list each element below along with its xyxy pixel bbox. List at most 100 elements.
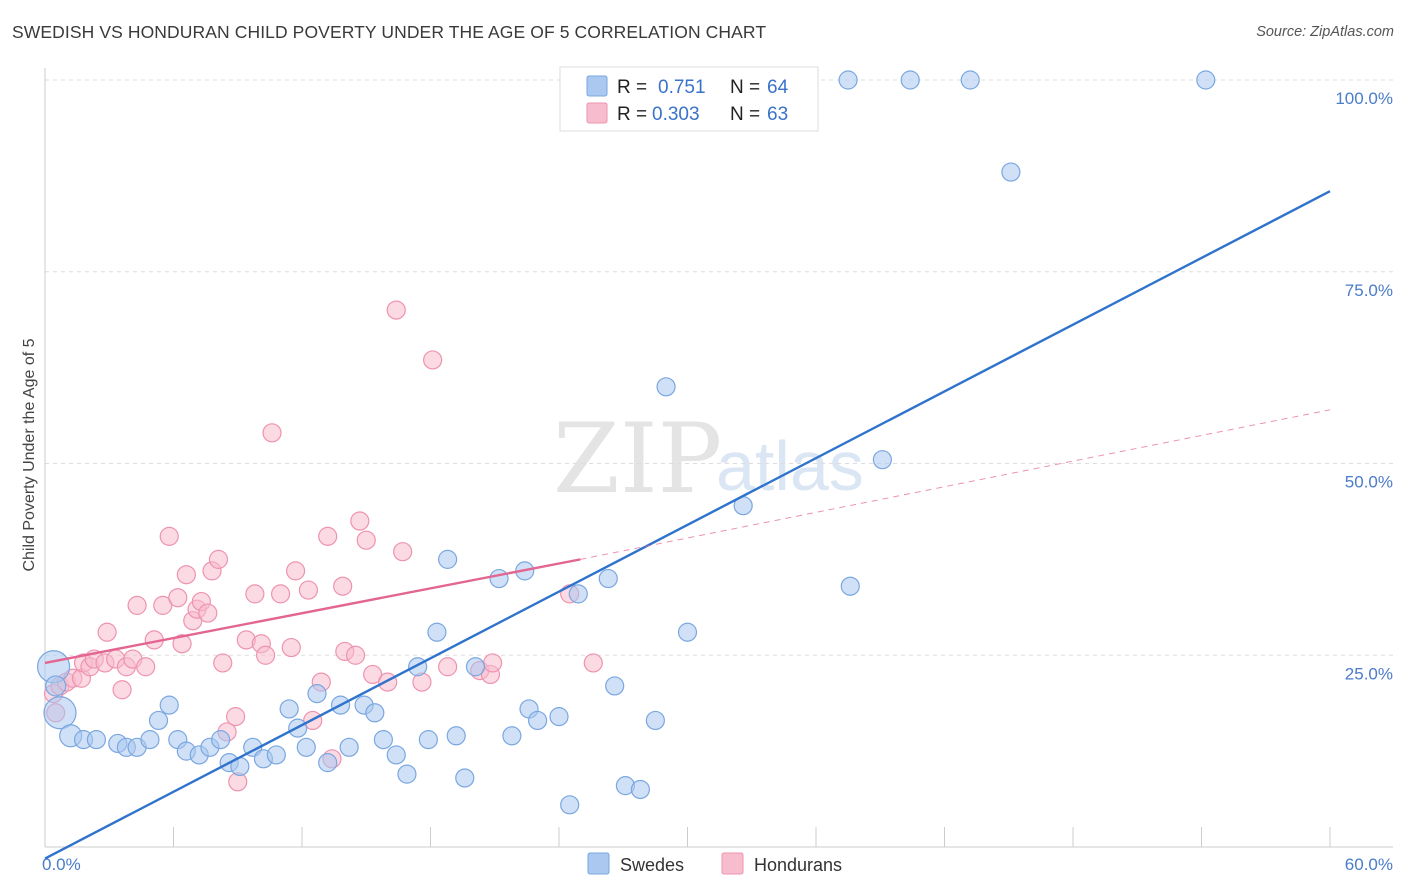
swedes-point-37 <box>438 549 458 569</box>
swedes-point-55 <box>677 622 698 642</box>
hondurans-point-31 <box>226 707 246 727</box>
swedes-point-53 <box>645 710 665 731</box>
hondurans-point-10 <box>97 622 117 642</box>
swedes-point-42 <box>502 726 522 746</box>
swedes-point-57 <box>840 576 860 596</box>
hondurans-point-29 <box>213 653 233 673</box>
hondurans-point-21 <box>172 634 192 654</box>
hondurans-point-51 <box>363 664 383 685</box>
watermark-atlas: atlas <box>716 427 864 505</box>
swedes-point-58 <box>872 450 892 470</box>
swedes-point-54 <box>656 377 676 397</box>
hondurans-point-36 <box>255 645 276 665</box>
swedes-point-41 <box>489 568 509 589</box>
y-tick-label-3: 100.0% <box>1335 89 1393 108</box>
gridlines <box>45 79 1393 656</box>
hondurans-point-15 <box>127 595 147 615</box>
swedes-point-21 <box>266 745 286 765</box>
swedes-point-50 <box>605 676 625 696</box>
legend-swedes-r-label: R = <box>617 77 647 98</box>
swedes-points <box>36 70 1216 815</box>
watermark-zip: ZIP <box>553 403 722 515</box>
legend-swedes-n-label: N = <box>730 77 760 98</box>
hondurans-point-16 <box>136 657 156 677</box>
hondurans-point-46 <box>333 576 353 596</box>
hondurans-point-48 <box>345 645 366 665</box>
swedes-point-62 <box>1001 162 1021 182</box>
y-tick-labels: 25.0% 50.0% 75.0% 100.0% <box>1335 89 1393 683</box>
hondurans-point-49 <box>350 511 370 531</box>
hondurans-point-34 <box>245 584 265 604</box>
hondurans-point-12 <box>112 680 132 700</box>
swedes-point-30 <box>365 703 385 723</box>
swedes-point-28 <box>339 737 359 757</box>
swedes-point-24 <box>296 737 316 757</box>
swedes-point-61 <box>960 70 980 90</box>
hondurans-point-60 <box>483 653 503 673</box>
legend-swedes-n-value: 64 <box>767 77 789 98</box>
bottom-legend-swatch-swedes <box>587 852 610 875</box>
hondurans-point-53 <box>386 300 406 320</box>
swedes-point-9 <box>140 730 160 750</box>
y-tick-label-0: 25.0% <box>1345 664 1393 683</box>
hondurans-point-52 <box>378 672 398 692</box>
hondurans-point-40 <box>285 561 306 581</box>
legend-swatch-hondurans <box>586 102 608 124</box>
swedes-trend-line <box>44 190 1331 860</box>
x-tick-label-1: 60.0% <box>1345 855 1393 874</box>
source-label: Source: ZipAtlas.com <box>1256 24 1394 40</box>
swedes-point-2 <box>45 675 67 697</box>
y-tick-label-2: 75.0% <box>1345 281 1393 300</box>
legend-swatch-swedes <box>586 75 608 97</box>
legend: R = 0.751 N = 64 R = 0.303 N = 63 <box>559 66 819 132</box>
hondurans-point-39 <box>281 637 301 658</box>
x-tick-label-0: 0.0% <box>42 855 81 874</box>
swedes-point-33 <box>397 764 417 784</box>
bottom-legend-swatch-hondurans <box>721 852 744 875</box>
x-tick-labels: 0.0% 60.0% <box>42 855 1393 874</box>
swedes-point-10 <box>148 710 169 731</box>
chart-title: SWEDISH VS HONDURAN CHILD POVERTY UNDER … <box>12 22 767 42</box>
axes <box>44 68 1393 848</box>
swedes-point-26 <box>318 753 338 773</box>
hondurans-point-20 <box>168 588 188 608</box>
swedes-point-36 <box>427 622 447 642</box>
hondurans-point-28 <box>208 549 229 569</box>
swedes-point-35 <box>418 730 438 750</box>
hondurans-point-41 <box>298 580 319 600</box>
swedes-point-5 <box>86 730 107 750</box>
swedes-point-48 <box>568 584 588 604</box>
legend-hondurans-r-label: R = <box>617 104 647 125</box>
swedes-point-38 <box>446 726 466 746</box>
legend-swedes-r-value: 0.751 <box>658 77 706 98</box>
swedes-point-32 <box>386 745 406 765</box>
y-tick-label-1: 50.0% <box>1345 473 1393 492</box>
swedes-point-25 <box>307 683 327 704</box>
hondurans-point-56 <box>423 350 443 370</box>
swedes-point-46 <box>549 707 569 727</box>
hondurans-point-44 <box>318 526 338 546</box>
hondurans-point-38 <box>270 584 291 604</box>
bottom-legend: Swedes Hondurans <box>587 852 842 875</box>
swedes-point-63 <box>1196 70 1216 90</box>
swedes-point-49 <box>598 568 618 589</box>
hondurans-point-57 <box>438 657 458 677</box>
legend-hondurans-n-value: 63 <box>767 104 788 125</box>
swedes-point-60 <box>900 70 920 90</box>
hondurans-point-22 <box>176 565 196 585</box>
hondurans-point-18 <box>153 595 173 615</box>
hondurans-point-37 <box>262 423 282 443</box>
swedes-point-59 <box>838 70 858 90</box>
swedes-point-16 <box>211 730 231 750</box>
swedes-point-22 <box>279 699 299 719</box>
swedes-point-39 <box>455 768 475 788</box>
hondurans-point-26 <box>198 603 218 623</box>
swedes-point-44 <box>527 710 548 731</box>
swedes-point-52 <box>630 779 650 800</box>
swedes-point-40 <box>465 657 486 677</box>
hondurans-point-50 <box>356 530 376 550</box>
swedes-point-31 <box>373 730 393 750</box>
bottom-legend-hondurans: Hondurans <box>754 855 842 875</box>
legend-hondurans-r-value: 0.303 <box>652 104 700 125</box>
